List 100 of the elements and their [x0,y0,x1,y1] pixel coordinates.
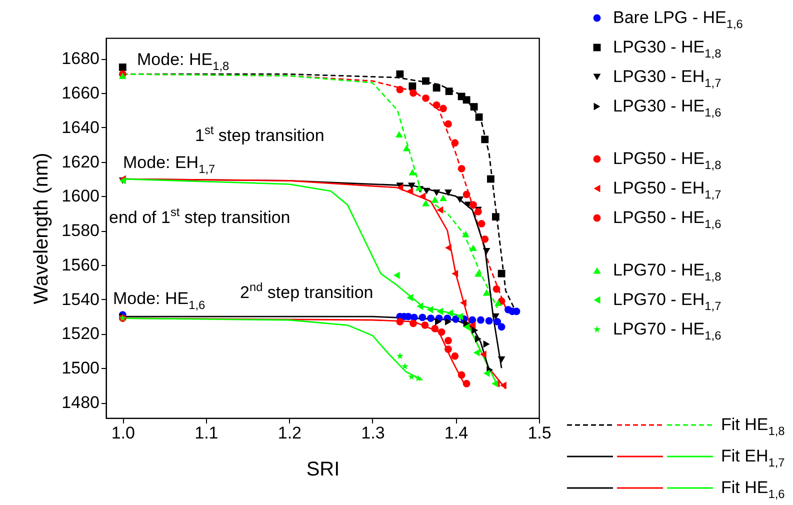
point [419,192,426,200]
point [470,244,477,251]
point [426,306,434,314]
x-tick-label: 1.0 [111,424,135,442]
y-tick-label: 1620 [62,152,100,172]
point [408,182,416,190]
point [396,86,404,94]
point [440,194,447,202]
point [436,308,444,316]
point [470,201,477,208]
point [396,318,404,326]
point [432,84,440,92]
point [431,324,439,332]
point [473,348,480,356]
x-tick-label: 1.4 [444,424,468,442]
point [475,113,483,121]
x-axis-title: SRI [306,458,340,480]
y-tick-label: 1580 [62,221,100,240]
point [408,82,416,90]
point [410,89,417,97]
point [435,318,442,326]
point [474,270,482,277]
x-tick-label: 1.5 [528,424,552,442]
point [462,230,470,238]
y-tick-label: 1560 [62,255,100,274]
point [494,300,502,306]
y-tick-label: 1520 [62,324,100,344]
x-tick-label: 1.3 [361,424,385,442]
y-axis-title: Wavelength (nm) [30,152,53,304]
point [118,64,126,71]
point [445,318,452,326]
point [475,335,482,343]
point [483,340,490,348]
point [469,321,476,329]
point [498,270,506,278]
point [494,318,502,326]
point [481,235,489,243]
y-tick-label: 1600 [62,186,100,206]
point [483,370,490,377]
x-tick-label: 1.1 [194,424,218,442]
y-tick-label: 1660 [62,84,100,103]
point [422,200,430,206]
point [432,101,440,109]
point [393,272,400,279]
point [463,323,470,331]
point [500,382,506,390]
point [395,131,403,138]
point [481,136,489,144]
point [462,190,470,198]
point [492,313,500,320]
point [470,103,478,110]
y-tick-label: 1480 [62,393,100,412]
point [438,328,446,336]
point [451,139,459,147]
point [422,77,430,85]
point [444,120,452,128]
point [451,352,459,360]
point [478,220,486,228]
point [421,321,429,329]
point [462,380,470,388]
point [482,248,490,254]
point [416,302,424,310]
point [445,88,453,96]
point [472,326,478,334]
point [406,294,414,302]
point [498,356,506,363]
point [486,175,494,183]
point [458,164,466,172]
point [477,316,484,324]
point [444,346,452,353]
point [456,196,464,203]
point [462,96,470,104]
point [410,320,417,328]
y-tick-label: 1540 [62,290,100,309]
point [418,314,426,322]
point [452,315,460,323]
point [406,187,414,195]
y-tick-label: 1640 [62,118,100,137]
point [431,196,439,203]
point [436,206,444,214]
point [427,314,434,322]
point [458,371,466,379]
point [492,285,500,293]
point [498,323,506,331]
point [452,270,458,278]
y-tick-label: 1500 [62,358,100,378]
point [414,374,422,382]
point [432,190,440,196]
point [396,70,404,78]
point [492,213,500,221]
point [401,362,408,370]
point [445,244,452,252]
point [402,144,410,152]
point [118,72,126,80]
point [482,289,490,296]
point [468,316,476,324]
point [460,299,466,307]
x-tick-label: 1.2 [278,424,302,442]
y-tick-label: 1680 [62,49,100,68]
point [396,352,404,360]
